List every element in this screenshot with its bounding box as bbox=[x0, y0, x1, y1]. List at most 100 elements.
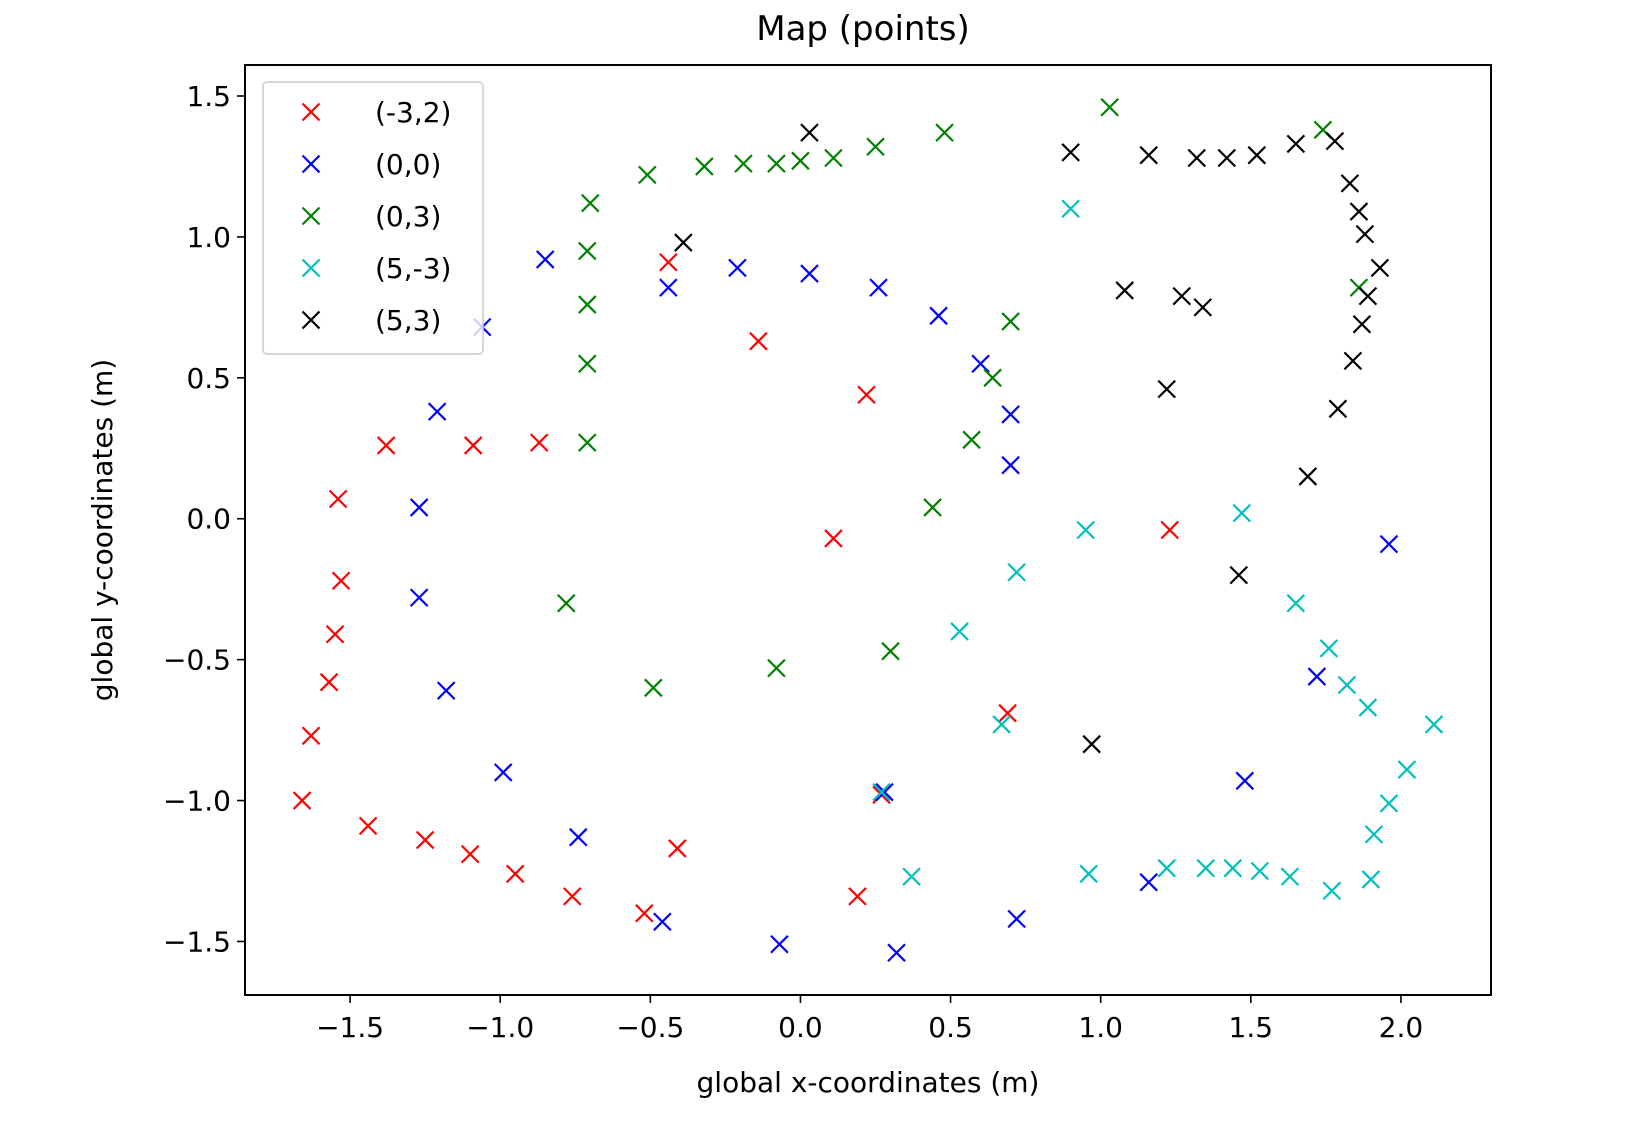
data-point bbox=[971, 354, 990, 374]
legend-marker bbox=[301, 102, 321, 122]
data-point bbox=[929, 306, 948, 326]
data-point bbox=[848, 887, 867, 906]
data-point bbox=[695, 157, 714, 176]
data-point bbox=[653, 912, 672, 932]
data-point bbox=[1379, 794, 1399, 813]
data-point bbox=[824, 529, 843, 548]
data-point bbox=[1397, 760, 1417, 779]
y-tick-label: 1.0 bbox=[186, 221, 231, 254]
x-tick-label: −1.0 bbox=[466, 1011, 534, 1044]
x-tick-label: −1.5 bbox=[316, 1011, 384, 1044]
data-point bbox=[562, 887, 582, 906]
data-point bbox=[638, 165, 657, 185]
data-point bbox=[962, 430, 981, 450]
data-point bbox=[1358, 698, 1378, 717]
data-point bbox=[1082, 734, 1101, 754]
data-point bbox=[415, 830, 435, 850]
legend-box bbox=[262, 81, 484, 355]
data-point bbox=[1007, 562, 1026, 582]
plot-frame bbox=[244, 64, 1492, 996]
data-point bbox=[577, 433, 597, 452]
data-point bbox=[1424, 715, 1444, 734]
data-point bbox=[659, 252, 678, 272]
data-point bbox=[1001, 312, 1020, 331]
data-point bbox=[998, 703, 1017, 723]
data-point bbox=[1061, 143, 1080, 162]
data-point bbox=[668, 839, 687, 858]
data-point bbox=[770, 934, 789, 954]
x-tick-label: 1.0 bbox=[1078, 1011, 1123, 1044]
data-point bbox=[1193, 298, 1213, 317]
data-point bbox=[635, 903, 654, 923]
data-point bbox=[1286, 134, 1306, 154]
data-point bbox=[568, 827, 588, 847]
legend-label: (5,-3) bbox=[375, 252, 451, 285]
data-point bbox=[319, 672, 339, 692]
data-point bbox=[791, 151, 810, 171]
data-point bbox=[1349, 202, 1369, 221]
legend-marker bbox=[301, 258, 321, 278]
data-point bbox=[1358, 286, 1378, 306]
data-point bbox=[1217, 148, 1237, 168]
legend-entry: (5,3) bbox=[301, 304, 441, 337]
legend-entry: (0,3) bbox=[301, 200, 441, 233]
x-axis-label: global x-coordinates (m) bbox=[697, 1066, 1040, 1099]
data-point bbox=[767, 154, 786, 173]
data-point bbox=[1319, 639, 1339, 658]
data-point bbox=[1187, 148, 1207, 168]
data-point bbox=[409, 588, 429, 607]
data-point bbox=[950, 622, 969, 641]
data-point bbox=[436, 681, 456, 700]
data-point bbox=[1139, 145, 1159, 165]
data-point bbox=[376, 436, 396, 455]
legend-label: (5,3) bbox=[375, 304, 441, 337]
legend-entry: (-3,2) bbox=[301, 96, 451, 129]
data-point bbox=[866, 137, 885, 157]
data-point bbox=[1379, 534, 1399, 554]
data-point bbox=[1325, 131, 1345, 151]
data-point bbox=[1337, 675, 1357, 695]
data-point bbox=[1160, 520, 1180, 540]
data-point bbox=[460, 844, 480, 864]
series-0 bbox=[292, 252, 1180, 923]
x-tick-label: 0.0 bbox=[778, 1011, 823, 1044]
data-point bbox=[644, 678, 663, 698]
data-point bbox=[1196, 858, 1216, 878]
data-point bbox=[328, 489, 348, 509]
legend-label: (-3,2) bbox=[375, 96, 451, 129]
data-point bbox=[1001, 455, 1020, 475]
data-point bbox=[1364, 825, 1384, 844]
x-tick-label: 2.0 bbox=[1379, 1011, 1424, 1044]
data-point bbox=[1079, 864, 1098, 884]
y-tick-label: 1.5 bbox=[186, 80, 231, 113]
plot-area bbox=[292, 97, 1444, 963]
data-point bbox=[1157, 379, 1177, 399]
data-point bbox=[869, 278, 888, 297]
data-point bbox=[674, 233, 693, 252]
y-tick-label: −1.5 bbox=[163, 925, 231, 958]
data-point bbox=[749, 331, 768, 351]
series-4 bbox=[674, 123, 1390, 754]
data-point bbox=[1115, 281, 1134, 300]
data-point bbox=[1298, 467, 1318, 486]
data-point bbox=[824, 148, 843, 168]
data-point bbox=[463, 436, 483, 455]
data-point bbox=[1007, 909, 1026, 929]
data-point bbox=[577, 295, 597, 314]
data-point bbox=[1157, 858, 1177, 878]
data-point bbox=[427, 402, 447, 421]
data-point bbox=[577, 241, 597, 261]
data-point bbox=[1361, 870, 1381, 889]
y-tick-label: 0.0 bbox=[186, 503, 231, 536]
data-point bbox=[331, 571, 351, 591]
series-3 bbox=[872, 199, 1444, 901]
data-point bbox=[902, 867, 921, 886]
legend-marker bbox=[301, 154, 321, 174]
x-tick-label: 0.5 bbox=[928, 1011, 973, 1044]
y-axis: −1.5 −1.0 −0.5 0.0 0.5 1.0 1.5 bbox=[163, 80, 245, 958]
data-point bbox=[292, 791, 312, 810]
data-point bbox=[1001, 405, 1020, 424]
legend-label: (0,0) bbox=[375, 148, 441, 181]
data-point bbox=[1232, 503, 1252, 523]
